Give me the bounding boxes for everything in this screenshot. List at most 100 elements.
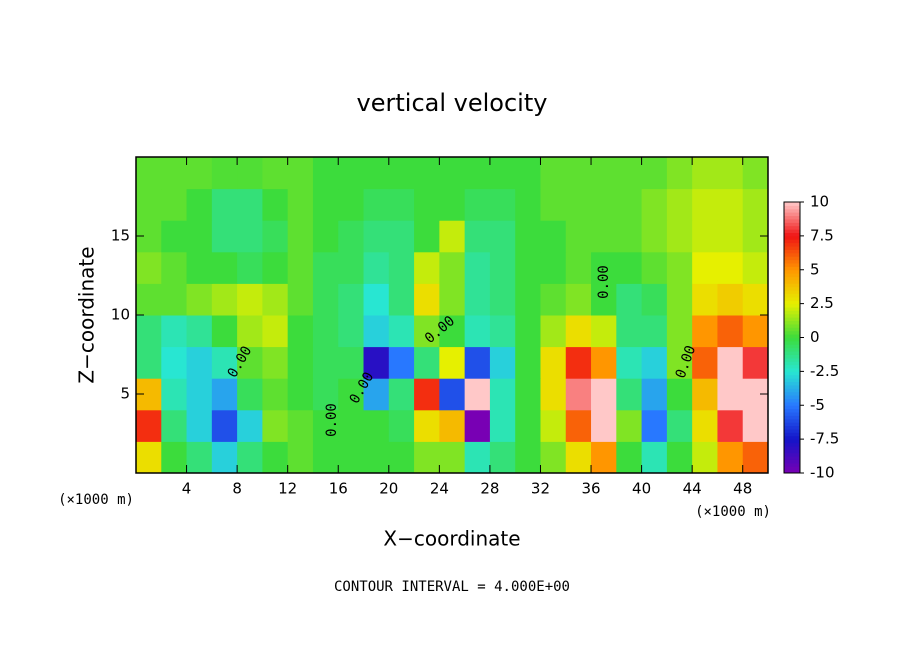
- heat-cell: [161, 188, 188, 221]
- heat-cell: [489, 188, 516, 221]
- heat-cell: [287, 188, 314, 221]
- heat-cell: [717, 409, 744, 442]
- heat-cell: [666, 409, 693, 442]
- heat-cell: [136, 346, 162, 379]
- chart-title: vertical velocity: [357, 89, 548, 117]
- colorbar-swatch: [784, 327, 800, 332]
- heat-cell: [262, 315, 289, 348]
- heat-cell: [388, 188, 415, 221]
- heat-cell: [186, 251, 213, 284]
- heat-cell: [692, 409, 718, 442]
- heat-cell: [312, 378, 339, 411]
- heat-cell: [262, 283, 289, 316]
- heat-cell: [464, 441, 491, 474]
- heat-cell: [742, 251, 769, 284]
- colorbar-tick-label: 0: [810, 328, 820, 346]
- heat-cell: [692, 378, 718, 411]
- heat-cell: [237, 283, 263, 316]
- heat-cell: [489, 283, 516, 316]
- heat-cell: [742, 315, 769, 348]
- heat-cell: [363, 220, 390, 253]
- heat-cell: [287, 251, 314, 284]
- colorbar-swatch: [784, 428, 800, 433]
- y-tick-label: 15: [111, 227, 130, 245]
- heat-cell: [692, 188, 718, 221]
- heat-cell: [414, 441, 440, 474]
- heat-cell: [439, 441, 466, 474]
- heat-cell: [666, 251, 693, 284]
- colorbar-swatch: [784, 469, 800, 474]
- colorbar-swatch: [784, 340, 800, 345]
- y-tick-label: 5: [120, 385, 130, 403]
- heat-cell: [666, 157, 693, 190]
- heat-cell: [439, 188, 466, 221]
- colorbar-swatch: [784, 354, 800, 359]
- colorbar-swatch: [784, 215, 800, 220]
- x-tick-label: 24: [430, 480, 449, 498]
- heat-cell: [666, 378, 693, 411]
- x-tick-label: 8: [232, 480, 242, 498]
- heat-cell: [338, 188, 365, 221]
- heat-cell: [591, 346, 617, 379]
- colorbar-swatch: [784, 296, 800, 301]
- heat-cell: [439, 346, 466, 379]
- heat-cell: [237, 441, 263, 474]
- heat-cell: [540, 441, 567, 474]
- heat-cell: [312, 346, 339, 379]
- heat-cell: [540, 409, 567, 442]
- colorbar-swatch: [784, 242, 800, 247]
- colorbar-swatch: [784, 330, 800, 335]
- colorbar-swatch: [784, 445, 800, 450]
- heat-cell: [439, 220, 466, 253]
- heat-cell: [338, 346, 365, 379]
- heat-cell: [363, 188, 390, 221]
- heat-cell: [414, 315, 440, 348]
- colorbar-swatch: [784, 357, 800, 362]
- heat-cell: [464, 220, 491, 253]
- heat-cell: [616, 378, 643, 411]
- heat-cell: [186, 315, 213, 348]
- heat-cell: [211, 188, 238, 221]
- colorbar-tick-label: -5: [810, 396, 825, 414]
- heat-cell: [742, 409, 769, 442]
- heat-cell: [666, 315, 693, 348]
- heat-cell: [439, 378, 466, 411]
- heat-cell: [565, 346, 592, 379]
- heat-cell: [464, 346, 491, 379]
- y-axis-label: Z−coordinate: [75, 246, 99, 383]
- heat-cell: [540, 283, 567, 316]
- heat-cell: [237, 315, 263, 348]
- heat-cell: [388, 283, 415, 316]
- heat-cell: [363, 283, 390, 316]
- heat-cell: [262, 251, 289, 284]
- heat-cell: [641, 157, 668, 190]
- heat-cell: [237, 188, 263, 221]
- colorbar-swatch: [784, 466, 800, 471]
- colorbar-swatch: [784, 381, 800, 386]
- heat-cell: [515, 157, 541, 190]
- heat-cell: [742, 441, 769, 474]
- colorbar-swatch: [784, 388, 800, 393]
- heat-cell: [489, 409, 516, 442]
- heat-cell: [641, 441, 668, 474]
- heat-cell: [540, 188, 567, 221]
- colorbar-swatch: [784, 300, 800, 305]
- colorbar-swatch: [784, 222, 800, 227]
- colorbar-swatch: [784, 252, 800, 257]
- heat-cell: [641, 188, 668, 221]
- heat-cell: [439, 283, 466, 316]
- heat-cell: [489, 378, 516, 411]
- colorbar-tick-label: 2.5: [810, 294, 834, 312]
- heat-cell: [287, 315, 314, 348]
- heat-cell: [237, 220, 263, 253]
- heat-cell: [287, 378, 314, 411]
- colorbar-swatch: [784, 239, 800, 244]
- heat-cell: [641, 315, 668, 348]
- colorbar-tick-label: -7.5: [810, 430, 839, 448]
- heat-cell: [186, 346, 213, 379]
- heat-cell: [515, 441, 541, 474]
- heat-cell: [717, 157, 744, 190]
- heat-cell: [692, 251, 718, 284]
- heat-cell: [565, 441, 592, 474]
- heat-cell: [540, 220, 567, 253]
